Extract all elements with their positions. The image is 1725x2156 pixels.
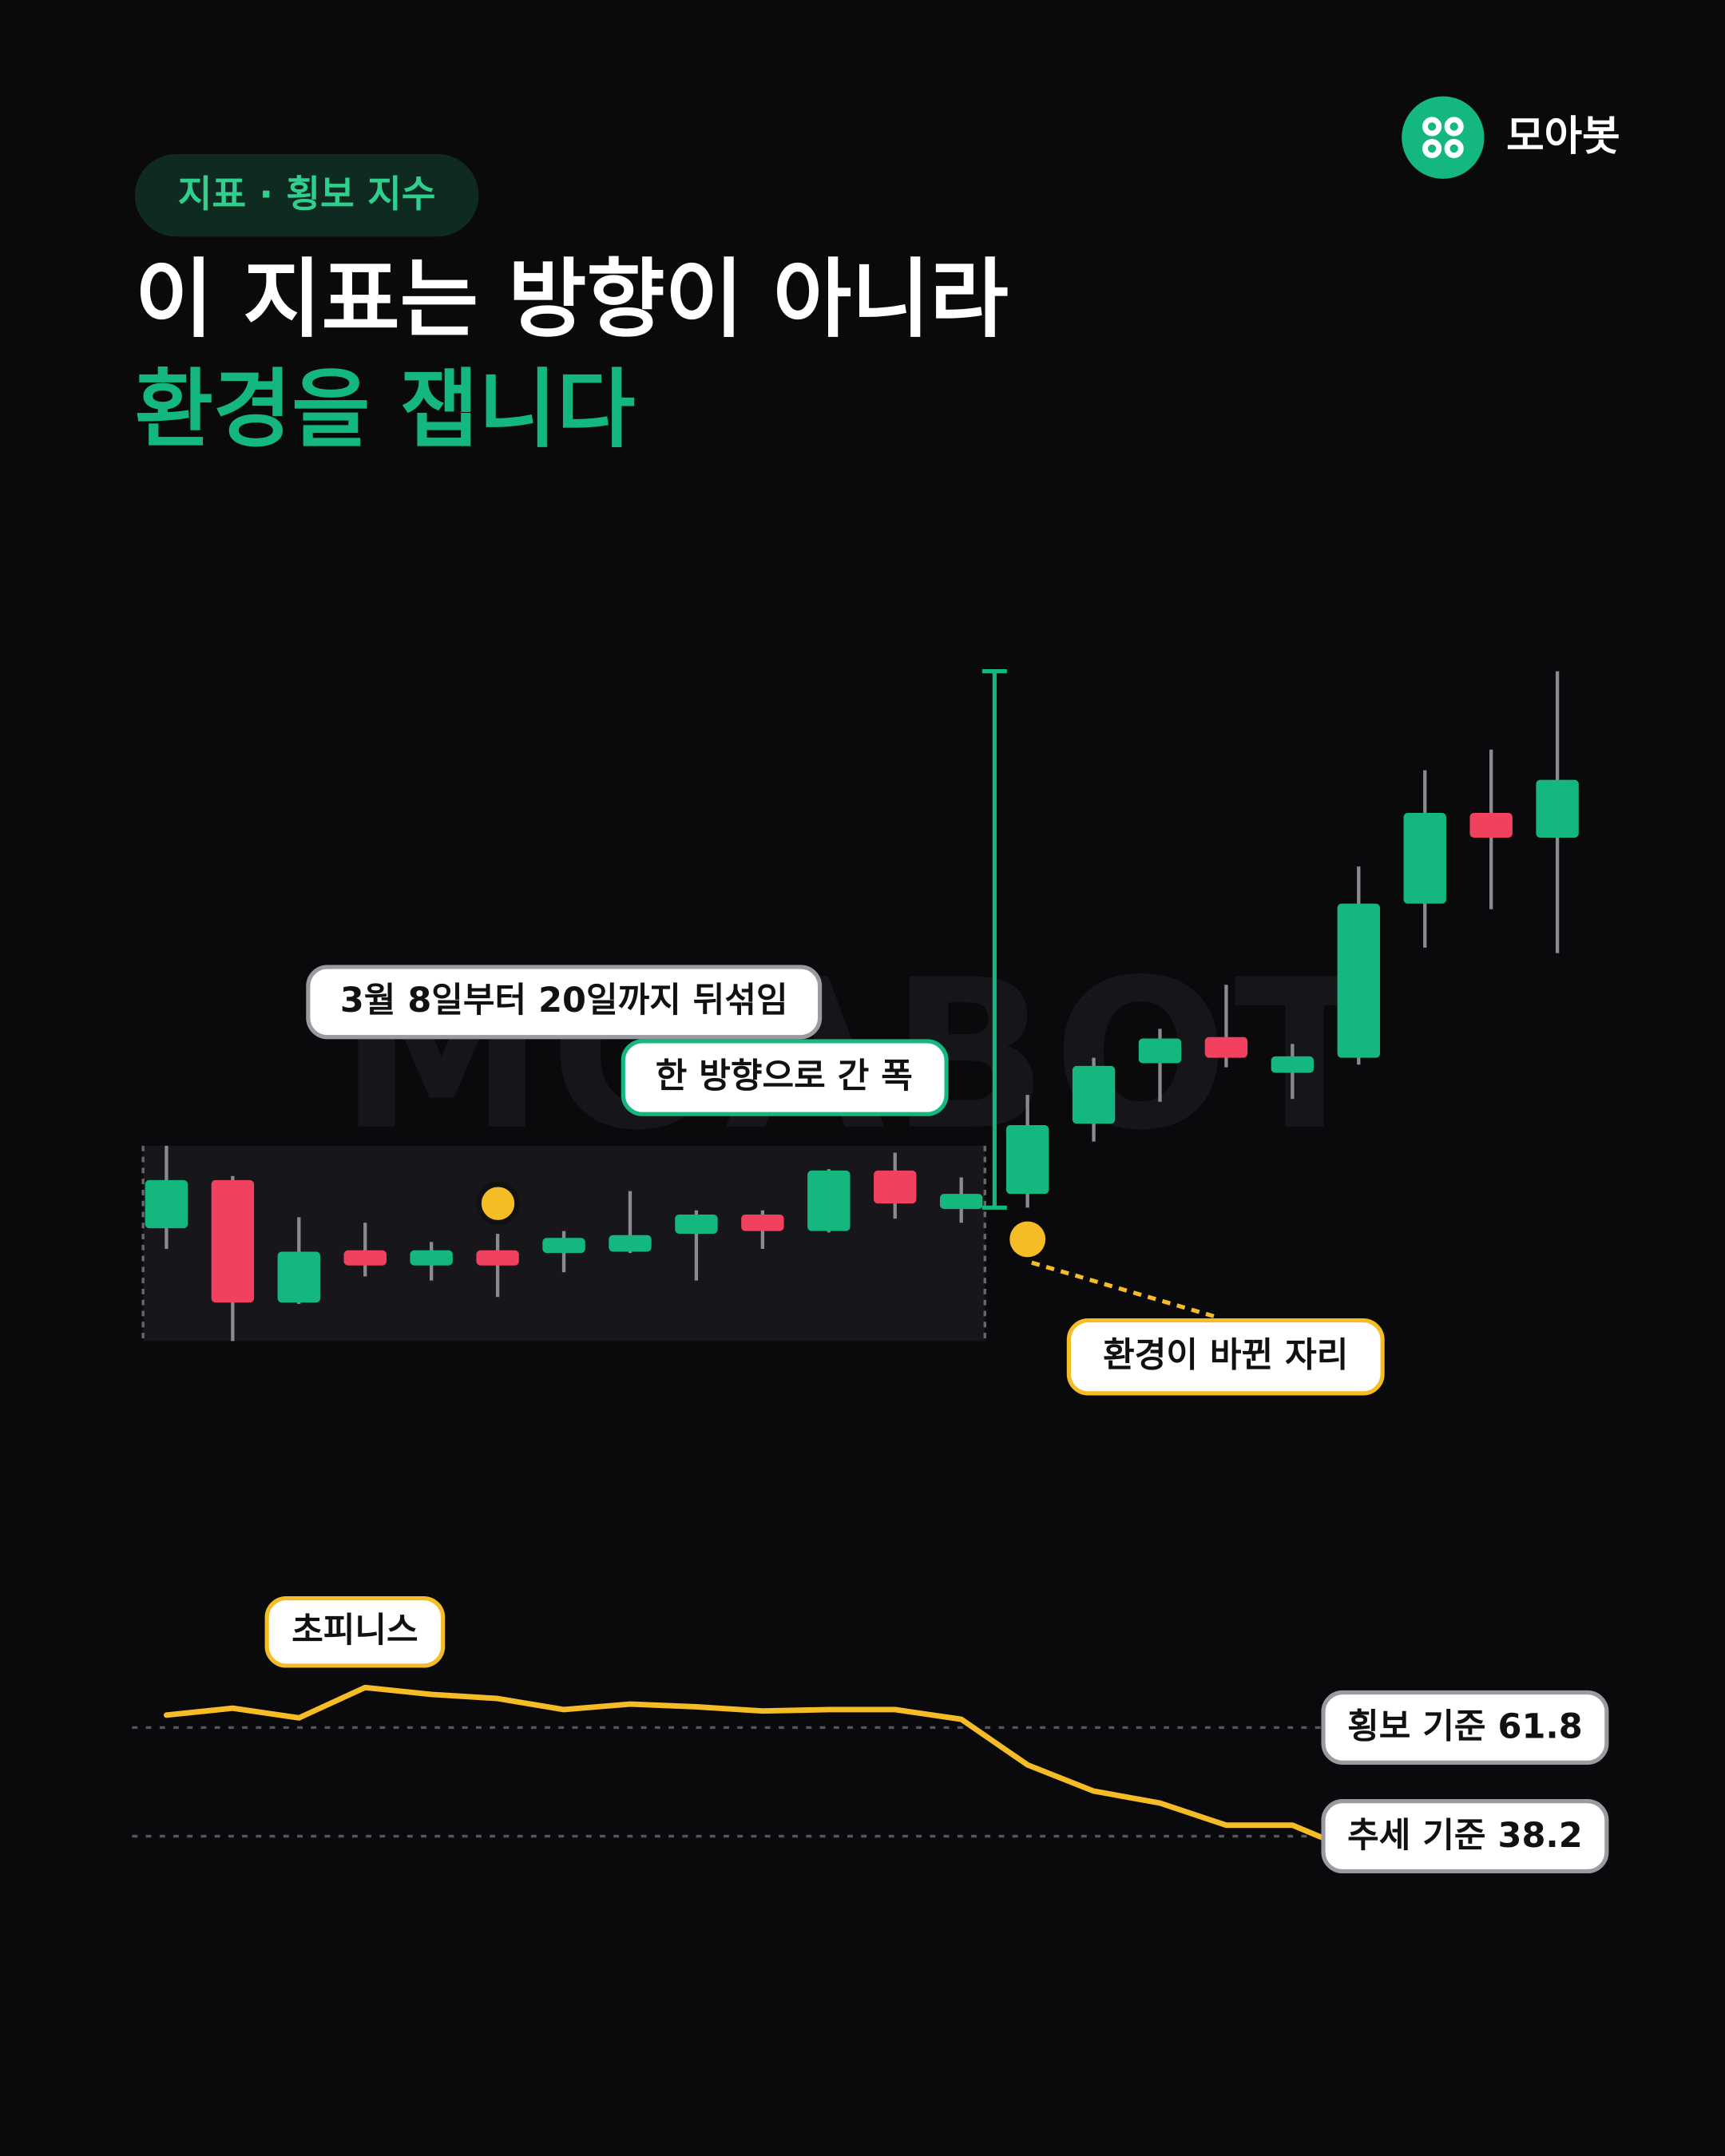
reference-labels: 횡보 기준 61.8 추세 기준 38.2	[1321, 1690, 1609, 1874]
brand-name: 모아봇	[1506, 113, 1620, 161]
change-pill	[1066, 1318, 1385, 1396]
reference-pill	[1321, 1799, 1609, 1874]
candle-body	[675, 1214, 718, 1235]
candle-body	[1403, 812, 1446, 904]
logo-icon	[1422, 117, 1464, 159]
reference-lines	[132, 1726, 1321, 1838]
candle-body	[1469, 812, 1513, 838]
marker-dot	[475, 1181, 521, 1226]
reference-label: 횡보 기준 61.8	[1347, 1707, 1583, 1747]
candle-body	[1271, 1056, 1315, 1073]
candle-body	[874, 1170, 917, 1204]
move-label: 한 방향으로 간 폭	[656, 1056, 913, 1096]
logo-badge	[1402, 96, 1485, 179]
candle-body	[1138, 1038, 1182, 1064]
candle-body	[211, 1179, 255, 1303]
candle-body	[807, 1170, 851, 1231]
tag-pill	[134, 153, 479, 237]
candle-body	[1072, 1065, 1116, 1124]
tag-text: 지표 · 횡보 지수	[178, 172, 436, 216]
change-dot	[1009, 1221, 1046, 1258]
candle-body	[1005, 1124, 1049, 1195]
candle-body	[343, 1250, 387, 1266]
candle-body	[609, 1235, 652, 1252]
candles	[145, 671, 1579, 1342]
change-leader	[1031, 1260, 1219, 1320]
line-pill	[264, 1595, 446, 1668]
logo: 모아봇	[1402, 96, 1620, 179]
title-line-2: 환경을 잽니다	[135, 360, 636, 459]
move-measure	[981, 668, 1007, 1210]
candle-body	[939, 1194, 983, 1210]
reference-pill	[1321, 1690, 1609, 1765]
candle-body	[542, 1238, 585, 1254]
reference-label: 추세 기준 38.2	[1347, 1816, 1583, 1856]
candle-body	[410, 1250, 453, 1266]
move-pill	[621, 1039, 949, 1116]
candle-body	[476, 1250, 519, 1266]
candle-body	[1204, 1036, 1248, 1058]
candle-body	[1536, 779, 1579, 838]
candle-body	[1337, 903, 1380, 1058]
range-label: 3월 8일부터 20일까지 뒤섞임	[340, 981, 788, 1021]
candle-body	[145, 1179, 188, 1229]
candle-body	[741, 1214, 784, 1231]
line-label: 초피니스	[291, 1611, 418, 1651]
range-pill	[306, 965, 823, 1040]
title-line-1: 이 지표는 방향이 아니라	[135, 251, 1009, 350]
candle-body	[277, 1251, 320, 1303]
change-label: 환경이 바뀐 자리	[1103, 1336, 1348, 1376]
